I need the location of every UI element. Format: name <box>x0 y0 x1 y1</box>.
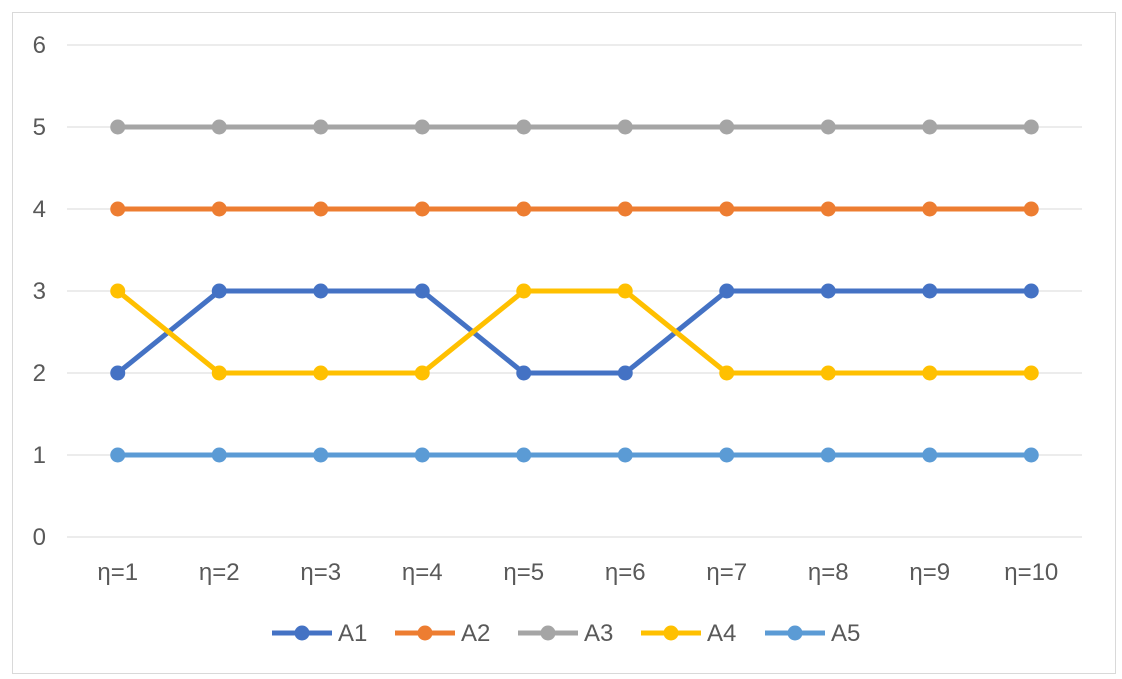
data-point <box>516 447 532 463</box>
x-tick-label: η=8 <box>808 559 849 586</box>
data-point <box>617 201 633 217</box>
series-a2 <box>110 201 1039 217</box>
plot-area <box>110 119 1039 463</box>
data-point <box>922 365 938 381</box>
x-tick-label: η=6 <box>605 559 646 586</box>
data-point <box>1023 365 1039 381</box>
data-point <box>110 283 126 299</box>
data-point <box>922 447 938 463</box>
data-point <box>820 119 836 135</box>
data-point <box>1023 447 1039 463</box>
data-point <box>516 283 532 299</box>
x-tick-label: η=9 <box>909 559 950 586</box>
data-point <box>719 365 735 381</box>
data-point <box>820 283 836 299</box>
data-point <box>922 283 938 299</box>
data-point <box>211 447 227 463</box>
data-point <box>414 365 430 381</box>
data-point <box>313 365 329 381</box>
legend-label: A3 <box>584 620 613 647</box>
series-a5 <box>110 447 1039 463</box>
data-point <box>414 201 430 217</box>
data-point <box>922 201 938 217</box>
legend-item-a1: A1 <box>272 620 367 647</box>
legend-label: A5 <box>831 620 860 647</box>
legend-label: A4 <box>707 620 736 647</box>
legend-swatch-marker <box>417 625 433 641</box>
x-tick-label: η=7 <box>706 559 747 586</box>
data-point <box>922 119 938 135</box>
data-point <box>516 119 532 135</box>
data-point <box>820 447 836 463</box>
data-point <box>110 119 126 135</box>
data-point <box>617 447 633 463</box>
data-point <box>211 119 227 135</box>
data-point <box>211 283 227 299</box>
series-a3 <box>110 119 1039 135</box>
data-point <box>516 365 532 381</box>
data-point <box>1023 201 1039 217</box>
x-tick-label: η=5 <box>503 559 544 586</box>
legend-swatch-marker <box>294 625 310 641</box>
data-point <box>313 283 329 299</box>
y-tick-label: 0 <box>33 524 46 551</box>
data-point <box>719 283 735 299</box>
data-point <box>313 119 329 135</box>
data-point <box>313 447 329 463</box>
x-tick-label: η=10 <box>1004 559 1058 586</box>
x-tick-label: η=3 <box>300 559 341 586</box>
data-point <box>719 201 735 217</box>
data-point <box>414 447 430 463</box>
data-point <box>414 283 430 299</box>
y-tick-label: 1 <box>33 442 46 469</box>
y-tick-label: 6 <box>33 32 46 59</box>
y-tick-label: 4 <box>33 196 46 223</box>
legend-swatch-marker <box>540 625 556 641</box>
y-tick-label: 2 <box>33 360 46 387</box>
legend-swatch-marker <box>663 625 679 641</box>
data-point <box>1023 119 1039 135</box>
data-point <box>414 119 430 135</box>
data-point <box>110 447 126 463</box>
x-tick-label: η=4 <box>402 559 443 586</box>
data-point <box>110 201 126 217</box>
data-point <box>617 119 633 135</box>
legend-item-a3: A3 <box>518 620 613 647</box>
y-tick-label: 3 <box>33 278 46 305</box>
data-point <box>516 201 532 217</box>
data-point <box>211 365 227 381</box>
data-point <box>1023 283 1039 299</box>
data-point <box>719 447 735 463</box>
legend-swatch-marker <box>787 625 803 641</box>
y-tick-label: 5 <box>33 114 46 141</box>
series-a4 <box>110 283 1039 381</box>
data-point <box>617 365 633 381</box>
data-point <box>820 201 836 217</box>
series-a1 <box>110 283 1039 381</box>
data-point <box>313 201 329 217</box>
legend-label: A1 <box>338 620 367 647</box>
legend-item-a2: A2 <box>395 620 490 647</box>
legend-item-a5: A5 <box>765 620 860 647</box>
x-axis: η=1 η=2 η=3 η=4 η=5 η=6 η=7 η=8 η=9 η=10 <box>97 559 1058 586</box>
x-tick-label: η=2 <box>199 559 240 586</box>
y-axis: 0 1 2 3 4 5 6 <box>33 32 46 551</box>
legend-item-a4: A4 <box>641 620 736 647</box>
legend: A1 A2 A3 A4 A5 <box>272 620 860 647</box>
series-line <box>115 288 1034 376</box>
series-line <box>115 288 1034 376</box>
data-point <box>211 201 227 217</box>
data-point <box>110 365 126 381</box>
data-point <box>719 119 735 135</box>
data-point <box>617 283 633 299</box>
x-tick-label: η=1 <box>97 559 138 586</box>
data-point <box>820 365 836 381</box>
legend-label: A2 <box>461 620 490 647</box>
